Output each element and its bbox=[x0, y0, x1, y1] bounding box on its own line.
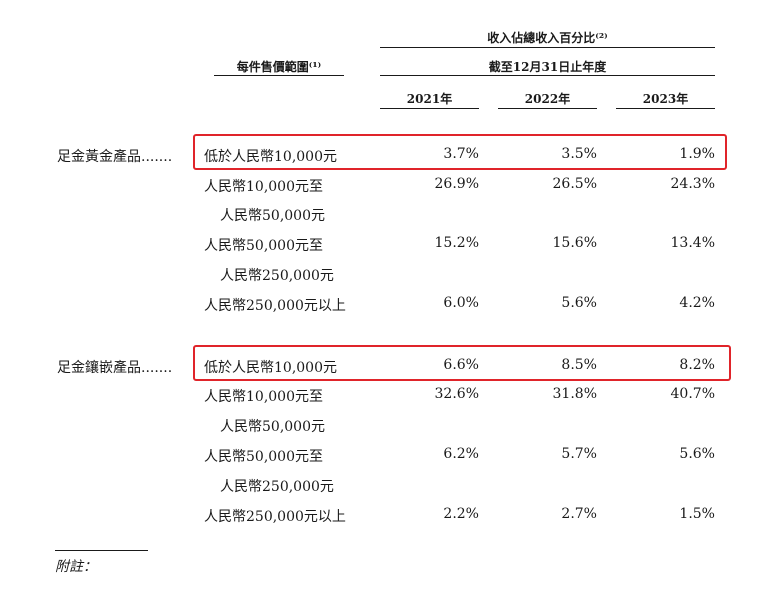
value-2021: 32.6% bbox=[434, 386, 479, 402]
category-gold-products: 足金黃金產品....... bbox=[57, 149, 173, 165]
value-2021: 6.2% bbox=[443, 446, 479, 462]
revenue-header-rule bbox=[380, 47, 715, 48]
revenue-share-header: 收入佔總收入百分比⁽²⁾ bbox=[487, 31, 608, 45]
footnote-rule bbox=[55, 550, 148, 551]
period-header-rule bbox=[380, 75, 715, 76]
year-header-2023: 2023年 bbox=[642, 92, 689, 106]
year-rule-2022 bbox=[498, 108, 597, 109]
value-2023: 40.7% bbox=[670, 386, 715, 402]
price-range-header: 每件售價範圍⁽¹⁾ bbox=[236, 60, 322, 74]
price-band-label: 人民幣250,000元以上 bbox=[204, 509, 346, 525]
price-band-label-continued: 人民幣250,000元 bbox=[220, 268, 334, 284]
price-band-label: 人民幣50,000元至 bbox=[204, 238, 323, 254]
value-2023: 8.2% bbox=[679, 357, 715, 373]
price-band-label: 人民幣10,000元至 bbox=[204, 389, 323, 405]
price-band-label-continued: 人民幣50,000元 bbox=[220, 208, 325, 224]
value-2021: 3.7% bbox=[443, 146, 479, 162]
year-rule-2023 bbox=[616, 108, 715, 109]
highlight-box-gold bbox=[193, 134, 727, 170]
highlight-box-inlaid bbox=[193, 345, 731, 381]
value-2022: 5.6% bbox=[561, 295, 597, 311]
price-range-header-rule bbox=[214, 75, 344, 76]
value-2022: 26.5% bbox=[552, 176, 597, 192]
value-2022: 5.7% bbox=[561, 446, 597, 462]
year-rule-2021 bbox=[380, 108, 479, 109]
value-2023: 1.5% bbox=[679, 506, 715, 522]
value-2021: 26.9% bbox=[434, 176, 479, 192]
value-2022: 15.6% bbox=[552, 235, 597, 251]
price-band-label: 人民幣10,000元至 bbox=[204, 179, 323, 195]
value-2022: 3.5% bbox=[561, 146, 597, 162]
value-2021: 2.2% bbox=[443, 506, 479, 522]
footnote-label: 附註： bbox=[55, 559, 97, 575]
value-2021: 6.0% bbox=[443, 295, 479, 311]
value-2023: 4.2% bbox=[679, 295, 715, 311]
price-band-label: 人民幣250,000元以上 bbox=[204, 298, 346, 314]
price-band-label: 人民幣50,000元至 bbox=[204, 449, 323, 465]
price-band-label-continued: 人民幣50,000元 bbox=[220, 419, 325, 435]
price-band-label: 低於人民幣10,000元 bbox=[204, 149, 337, 165]
price-band-label-continued: 人民幣250,000元 bbox=[220, 479, 334, 495]
value-2023: 1.9% bbox=[679, 146, 715, 162]
period-header: 截至12月31日止年度 bbox=[488, 60, 607, 74]
value-2022: 31.8% bbox=[552, 386, 597, 402]
price-band-label: 低於人民幣10,000元 bbox=[204, 360, 337, 376]
year-header-2021: 2021年 bbox=[406, 92, 453, 106]
value-2023: 24.3% bbox=[670, 176, 715, 192]
category-inlaid-products: 足金鑲嵌產品....... bbox=[57, 360, 173, 376]
value-2023: 5.6% bbox=[679, 446, 715, 462]
value-2022: 2.7% bbox=[561, 506, 597, 522]
value-2023: 13.4% bbox=[670, 235, 715, 251]
value-2022: 8.5% bbox=[561, 357, 597, 373]
year-header-2022: 2022年 bbox=[524, 92, 571, 106]
value-2021: 6.6% bbox=[443, 357, 479, 373]
value-2021: 15.2% bbox=[434, 235, 479, 251]
